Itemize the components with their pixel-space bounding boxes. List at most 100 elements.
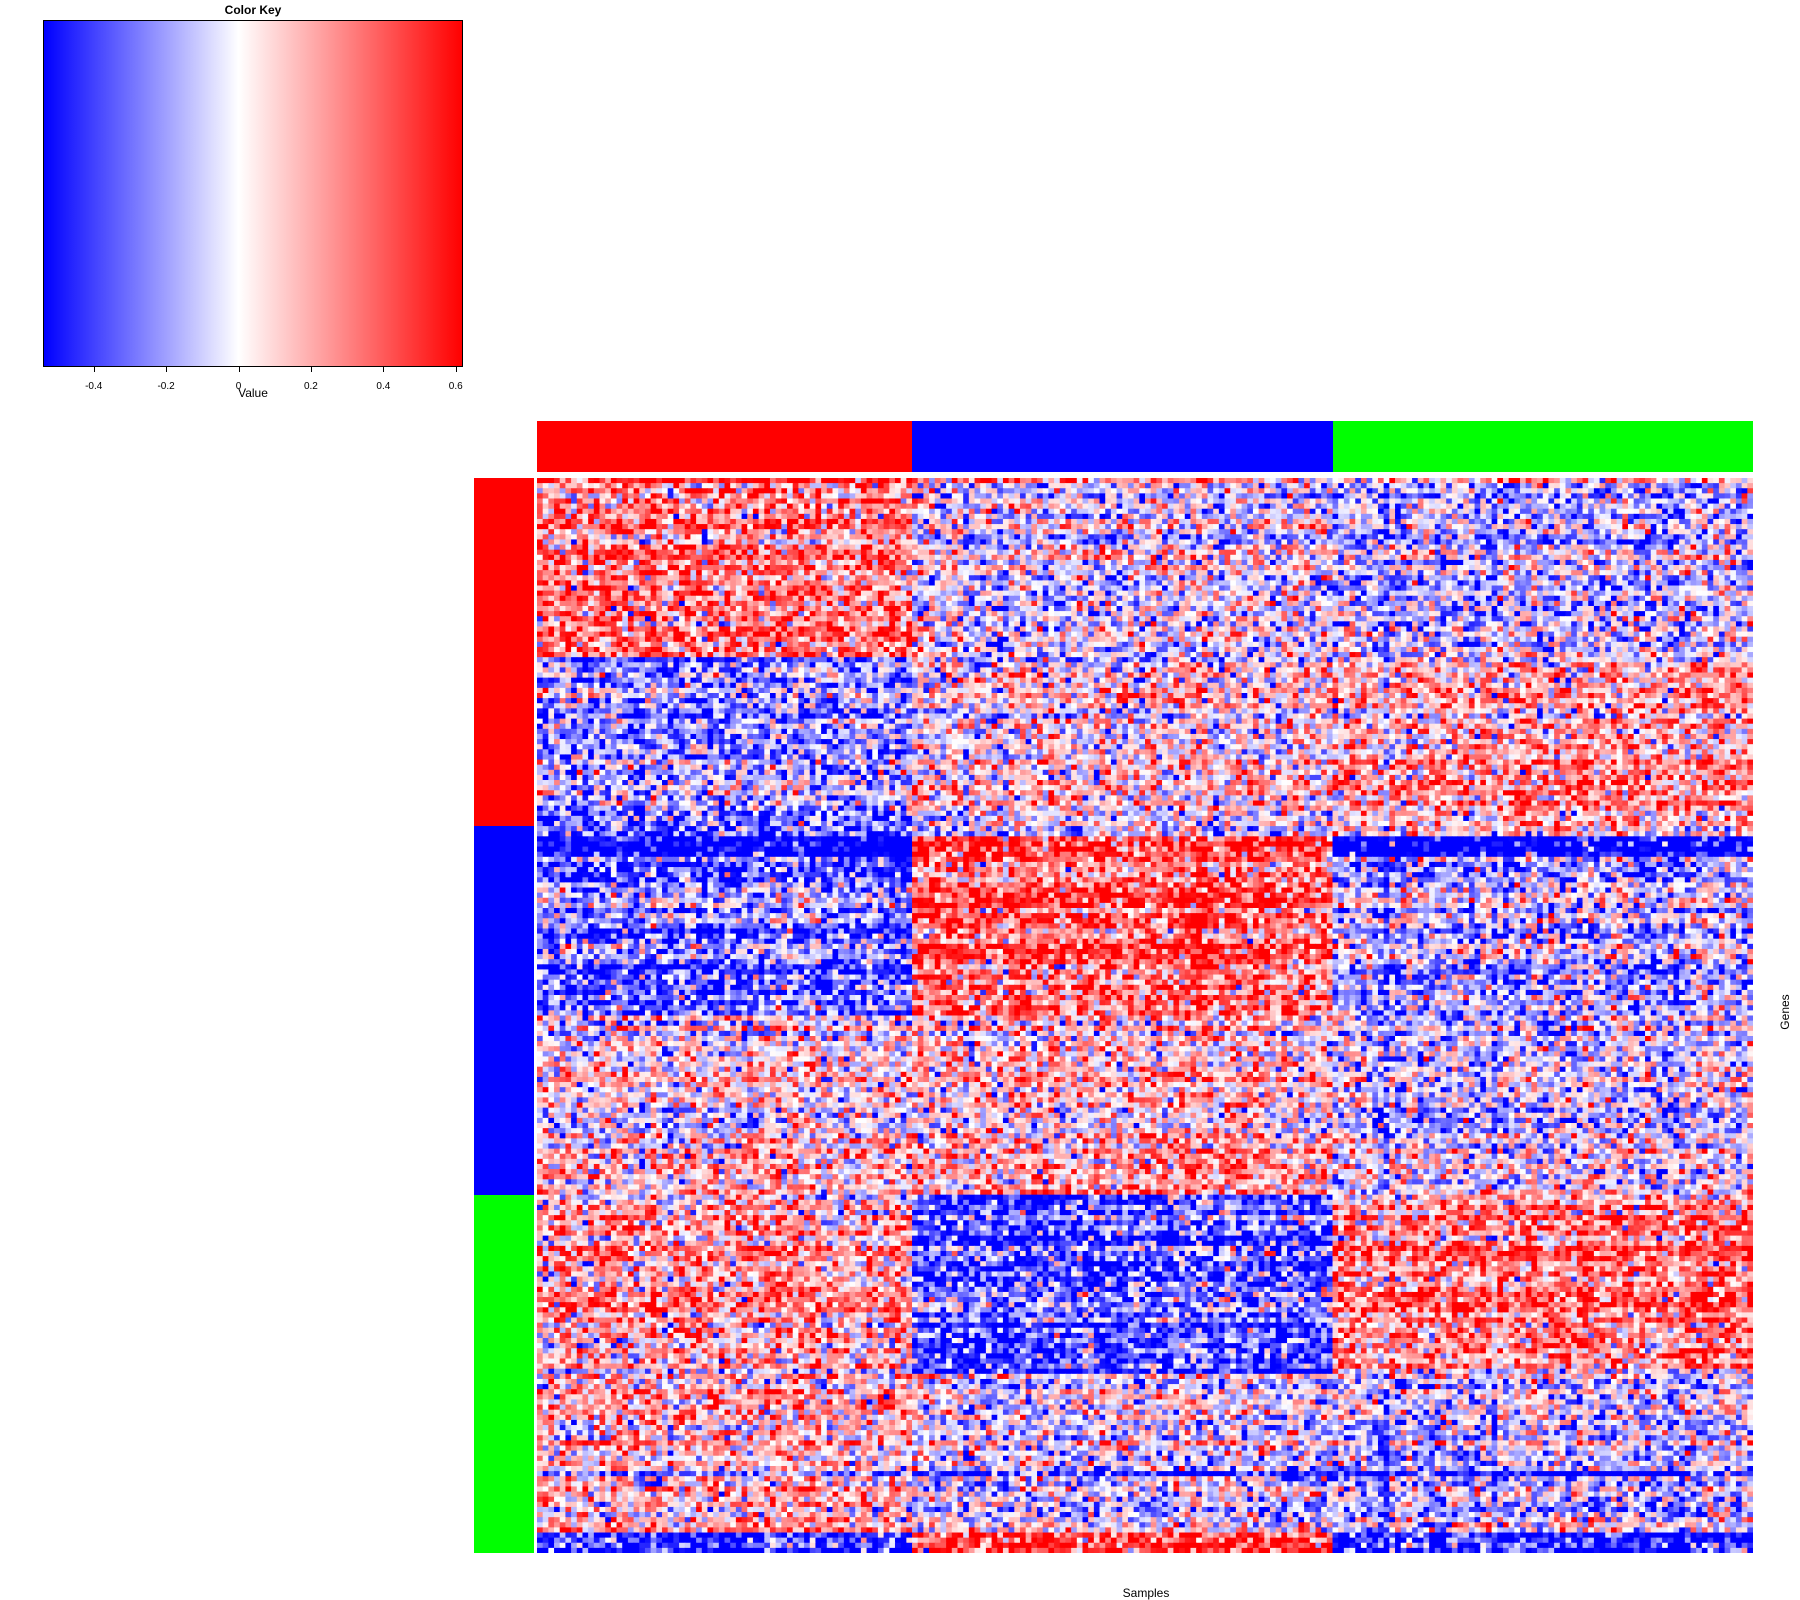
heatmap-cell xyxy=(849,559,856,566)
heatmap-cell xyxy=(1377,478,1385,484)
heatmap-cell xyxy=(1429,575,1436,581)
heatmap-cell xyxy=(1423,518,1430,525)
heatmap-cell xyxy=(548,508,555,515)
heatmap-cell xyxy=(1321,518,1328,525)
heatmap-cell xyxy=(1667,518,1675,525)
heatmap-cell xyxy=(599,493,606,500)
heatmap-cell xyxy=(1662,539,1669,546)
heatmap-cell xyxy=(1235,508,1243,515)
heatmap-cell xyxy=(775,518,782,525)
heatmap-cell xyxy=(633,503,640,510)
heatmap-cell xyxy=(1207,524,1214,530)
heatmap-cell xyxy=(1287,559,1294,566)
heatmap-cell xyxy=(1622,559,1629,566)
heatmap-cell xyxy=(1247,544,1254,551)
heatmap-cell xyxy=(1662,498,1669,505)
heatmap-cell xyxy=(1054,503,1061,510)
heatmap-cell xyxy=(1741,575,1748,581)
heatmap-cell xyxy=(1082,483,1089,489)
heatmap-cell xyxy=(1241,503,1248,510)
heatmap-cell xyxy=(1213,493,1220,500)
heatmap-cell xyxy=(1127,549,1135,556)
heatmap-cell xyxy=(1298,570,1305,576)
heatmap-cell xyxy=(821,575,828,581)
heatmap-cell xyxy=(1218,503,1226,510)
heatmap-cell xyxy=(1616,590,1623,597)
heatmap-cell xyxy=(1576,544,1584,551)
heatmap-cell xyxy=(963,513,970,520)
heatmap-cell xyxy=(917,534,924,541)
heatmap-cell xyxy=(1241,549,1248,556)
heatmap-cell xyxy=(650,549,657,556)
heatmap-cell xyxy=(576,595,584,602)
heatmap-cell xyxy=(1645,483,1652,489)
heatmap-cell xyxy=(1355,508,1362,515)
heatmap-cell xyxy=(787,493,794,500)
heatmap-cell xyxy=(673,580,680,587)
heatmap-cell xyxy=(593,590,601,597)
heatmap-cell xyxy=(934,554,942,561)
heatmap-cell xyxy=(1184,534,1192,541)
heatmap-cell xyxy=(622,498,629,505)
heatmap-cell xyxy=(940,498,947,505)
heatmap-cell xyxy=(1196,544,1203,551)
heatmap-cell xyxy=(1173,554,1180,561)
heatmap-cell xyxy=(917,544,924,551)
heatmap-cell xyxy=(1196,524,1203,530)
heatmap-cell xyxy=(1650,570,1657,576)
heatmap-cell xyxy=(1633,478,1640,484)
heatmap-cell xyxy=(696,483,703,489)
heatmap-cell xyxy=(1537,570,1544,576)
heatmap-cell xyxy=(1463,518,1470,525)
heatmap-cell xyxy=(1406,590,1413,597)
heatmap-cell xyxy=(644,498,652,505)
heatmap-cell xyxy=(1116,575,1123,581)
heatmap-cell xyxy=(1627,549,1635,556)
heatmap-cell xyxy=(582,498,589,505)
heatmap-cell xyxy=(1270,570,1277,576)
heatmap-cell xyxy=(1230,513,1237,520)
heatmap-cell xyxy=(1633,513,1640,520)
heatmap-cell xyxy=(696,478,703,484)
heatmap-cell xyxy=(747,529,754,535)
heatmap-cell xyxy=(1412,580,1419,587)
heatmap-cell xyxy=(1116,549,1123,556)
heatmap-cell xyxy=(1559,503,1567,510)
heatmap-cell xyxy=(1616,478,1623,484)
heatmap-cell xyxy=(1019,534,1027,541)
heatmap-cell xyxy=(1667,534,1675,541)
heatmap-cell xyxy=(1599,580,1606,587)
heatmap-cell xyxy=(599,529,606,535)
heatmap-cell xyxy=(1241,570,1248,576)
heatmap-cell xyxy=(1145,524,1152,530)
heatmap-cell xyxy=(1616,483,1623,489)
heatmap-cell xyxy=(1082,518,1089,525)
heatmap-cell xyxy=(1048,478,1055,484)
heatmap-cell xyxy=(1025,575,1032,581)
heatmap-cell xyxy=(1599,503,1606,510)
heatmap-cell xyxy=(1605,559,1612,566)
heatmap-cell xyxy=(1434,498,1442,505)
heatmap-cell xyxy=(1684,559,1692,566)
heatmap-cell xyxy=(1338,498,1345,505)
heatmap-cell xyxy=(1724,488,1731,494)
heatmap-cell xyxy=(1247,508,1254,515)
heatmap-cell xyxy=(1377,590,1385,597)
heatmap-cell xyxy=(1417,488,1425,494)
heatmap-cell xyxy=(735,483,743,489)
heatmap-cell xyxy=(894,559,902,566)
heatmap-cell xyxy=(1076,483,1084,489)
heatmap-cell xyxy=(1224,570,1231,576)
heatmap-cell xyxy=(690,575,697,581)
heatmap-cell xyxy=(1559,585,1567,592)
heatmap-cell xyxy=(588,575,595,581)
heatmap-cell xyxy=(889,590,896,597)
heatmap-cell xyxy=(877,483,885,489)
heatmap-cell xyxy=(866,498,873,505)
heatmap-cell xyxy=(1417,493,1425,500)
heatmap-cell xyxy=(1457,529,1464,535)
heatmap-cell xyxy=(1019,493,1027,500)
heatmap-cell xyxy=(1684,554,1692,561)
heatmap-cell xyxy=(1645,503,1652,510)
heatmap-cell xyxy=(656,518,663,525)
